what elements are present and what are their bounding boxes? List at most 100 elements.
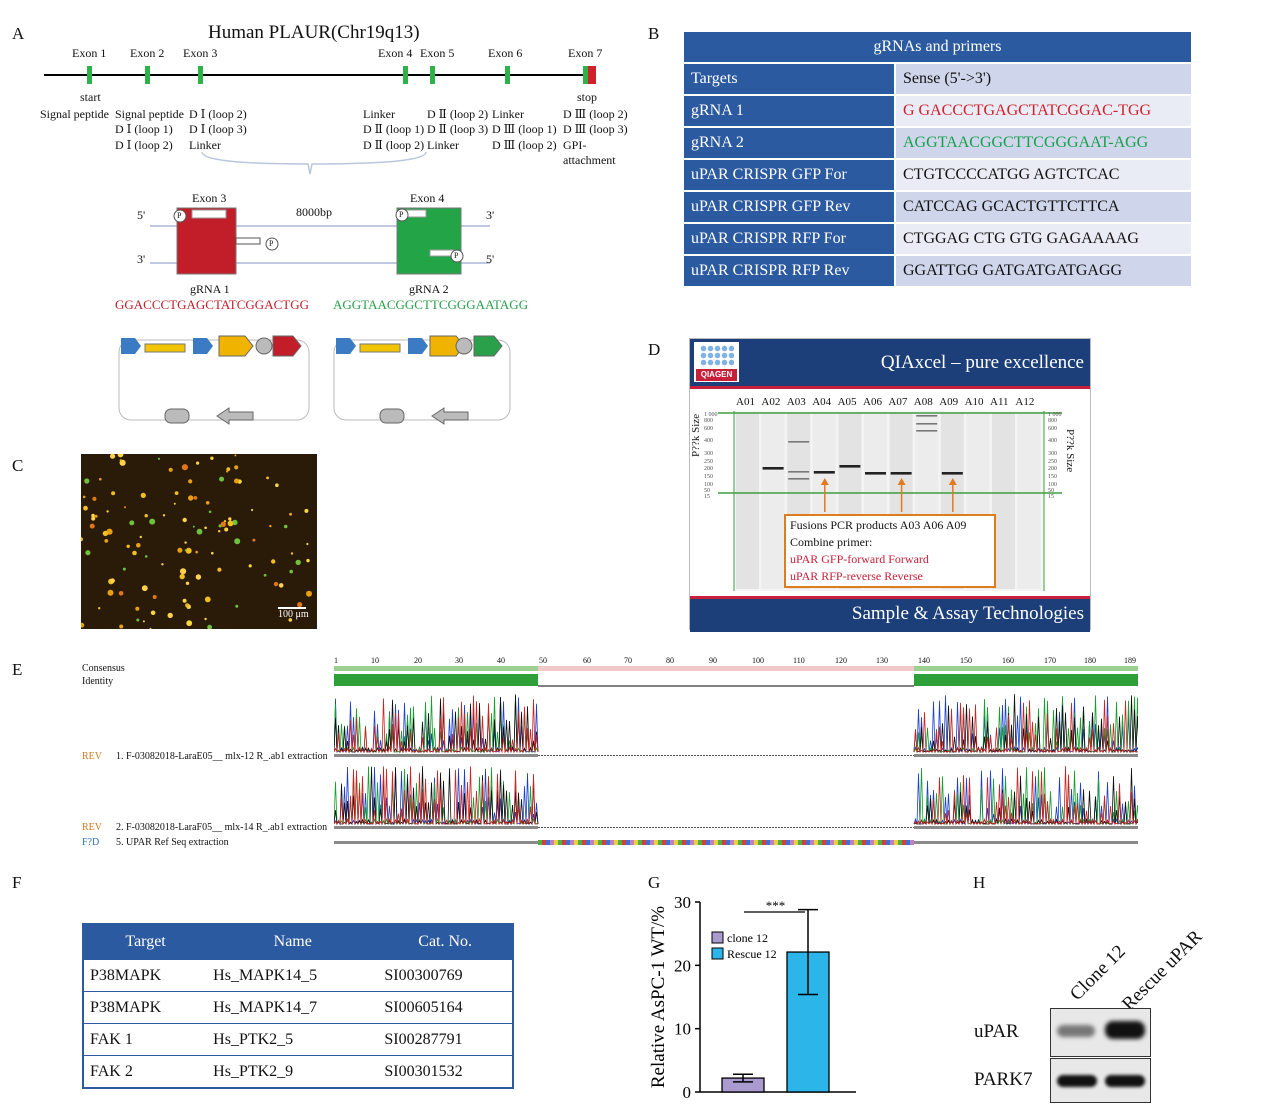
ref-base (774, 840, 778, 845)
ref-base (618, 840, 622, 845)
ref-base (766, 840, 770, 845)
ref-base (882, 840, 886, 845)
blot-park7 (1050, 1058, 1151, 1103)
cell-dot (184, 541, 187, 544)
table-row: uPAR CRISPR RFP Rev GGATTGG GATGATGATGAGG (682, 254, 1193, 288)
ruler-tick: 160 (1002, 656, 1014, 665)
gel-band (890, 472, 912, 475)
start-label: start (80, 90, 101, 104)
tick-label-left: 1 000 (704, 412, 718, 418)
tick-label-right: 400 (1048, 438, 1057, 444)
cell-dot (205, 501, 210, 505)
consensus-track (334, 666, 1138, 671)
cell-dot (185, 547, 192, 554)
band (1105, 1021, 1145, 1039)
ruler-tick: 60 (583, 656, 591, 665)
cell-dot (234, 465, 239, 470)
cell-dot (152, 595, 157, 599)
panel-d-label: D (648, 340, 661, 359)
cell-dot (104, 539, 109, 543)
ref-base (694, 840, 698, 845)
cell-dot (122, 567, 126, 571)
consensus-segment (914, 666, 1138, 671)
fluorescence-micrograph: 100 μm (81, 454, 317, 629)
ruler-tick: 50 (539, 656, 547, 665)
gel-band (762, 467, 784, 470)
column-header: Name (207, 924, 379, 960)
gel-band (865, 472, 886, 475)
sequence-cell: CATCCAG GCACTGTTCTTCA (894, 190, 1193, 224)
ref-base (634, 840, 638, 845)
tick-label-left: 250 (704, 459, 713, 465)
ref-base (586, 840, 590, 845)
annotation: D Ⅲ (loop 2) (492, 138, 557, 152)
cell-dot (226, 470, 229, 473)
cell-dot (174, 491, 179, 495)
cell-dot (168, 467, 173, 472)
ref-base (714, 840, 718, 845)
exon-1-label: Exon 1 (72, 46, 107, 60)
track-1-label: 1. F-03082018-LaraE05__ mlx-12 R_.ab1 ex… (116, 751, 328, 762)
legend-swatch (711, 931, 724, 944)
ruler-tick: 40 (497, 656, 505, 665)
zoom-exon3-label: Exon 3 (192, 191, 227, 205)
exon-6-mark (505, 66, 510, 84)
cell-dot (290, 552, 294, 555)
ref-base (842, 840, 846, 845)
cell-dot (82, 495, 86, 499)
ref-base (630, 840, 634, 845)
exon-5-mark (430, 66, 435, 84)
ref-base (606, 840, 610, 845)
tick-label-left: 100 (704, 482, 713, 488)
table-cell: P38MAPK (83, 991, 208, 1024)
stop-mark (588, 66, 596, 84)
ref-base (538, 840, 542, 845)
cell-dot (136, 543, 141, 548)
target-cell: uPAR CRISPR GFP For (682, 158, 896, 192)
exon-7-mark (583, 66, 588, 84)
gel-band (916, 430, 938, 432)
fwd-tag: F?D (82, 837, 100, 848)
table-cell: Hs_MAPK14_5 (207, 959, 379, 992)
five-prime-left: 5' (137, 208, 146, 222)
ref-base (602, 840, 606, 845)
ref-base (682, 840, 686, 845)
scale-label: 100 μm (278, 609, 309, 620)
tick-label-left: 150 (704, 474, 713, 480)
exon-3-block (176, 207, 237, 275)
cell-dot (149, 518, 156, 525)
zoom-exon4-label: Exon 4 (410, 191, 445, 205)
lane-label: A06 (863, 396, 882, 408)
cell-dot (162, 514, 166, 517)
cell-dot (218, 530, 221, 533)
cell-dot (123, 506, 127, 509)
tick-label-left: 200 (704, 466, 713, 472)
lane-label: A12 (1015, 396, 1035, 408)
cell-dot (181, 464, 188, 471)
annotation: D Ⅲ (loop 2) (563, 107, 628, 121)
target-cell: uPAR CRISPR RFP For (682, 222, 896, 256)
annotation: D Ⅱ (loop 2) (363, 138, 425, 152)
ref-base (566, 840, 570, 845)
table-cell: SI00605164 (378, 991, 513, 1024)
ref-base (594, 840, 598, 845)
grna2-sequence: AGGTAACGGCTTCGGGAATAGG (333, 297, 529, 312)
tick-label-left: 15 (704, 494, 710, 500)
ruler-tick: 90 (709, 656, 717, 665)
sequence-strip (334, 754, 538, 757)
lane-label: A01 (736, 396, 755, 408)
track-3-label: 5. UPAR Ref Seq extraction (116, 837, 229, 848)
chromatogram-trace (334, 766, 538, 826)
axis-label-left: P??k Size (690, 413, 702, 457)
grna1-sequence: GGACCCTGAGCTATCGGACTGG (115, 297, 309, 312)
panel-f-label: F (12, 873, 22, 892)
ref-base (746, 840, 750, 845)
cell-dot (204, 526, 207, 530)
column-header: Cat. No. (378, 924, 513, 960)
ruler-tick: 100 (752, 656, 764, 665)
distance-label: 8000bp (296, 205, 332, 219)
exon-4-block (396, 207, 462, 275)
ruler-tick: 80 (666, 656, 674, 665)
blot-upar (1050, 1008, 1151, 1057)
